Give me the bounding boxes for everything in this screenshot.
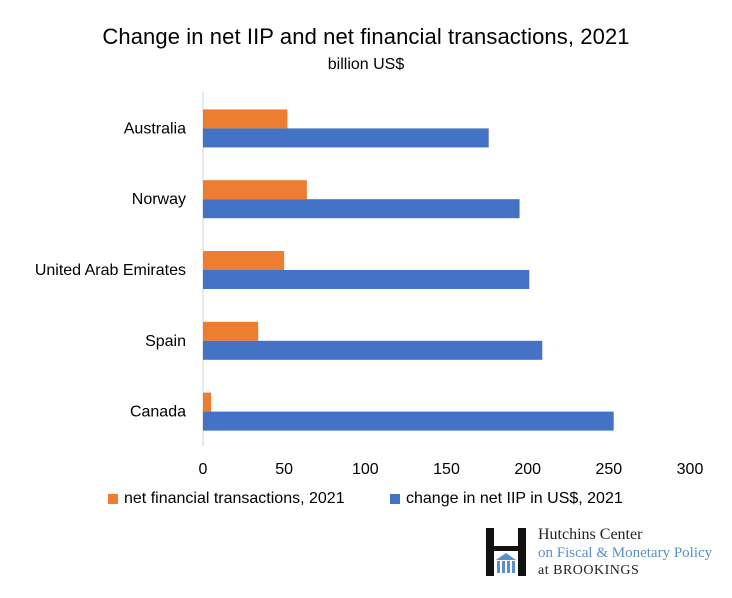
x-tick-label: 250: [595, 461, 622, 478]
bar-canada-series-0: [203, 392, 212, 412]
legend-label: net financial transactions, 2021: [124, 490, 345, 507]
x-tick-label: 100: [352, 461, 379, 478]
bar-united-arab-emirates-series-1: [203, 270, 530, 289]
x-tick-label: 150: [433, 461, 460, 478]
chart-subtitle: billion US$: [327, 56, 405, 73]
bar-norway-series-1: [203, 199, 520, 219]
legend: net financial transactions, 2021 change …: [108, 490, 708, 510]
legend-swatch-blue: [390, 494, 400, 504]
bar-spain-series-0: [203, 321, 259, 341]
bar-canada-series-1: [203, 411, 614, 431]
logo-line-hutchins: Hutchins Center: [538, 526, 643, 543]
x-tick-label: 300: [677, 461, 704, 478]
category-label: Canada: [130, 404, 186, 421]
legend-swatch-orange: [108, 494, 118, 504]
legend-item-net-financial-transactions: net financial transactions, 2021: [108, 490, 345, 508]
x-tick-label: 50: [275, 461, 293, 478]
bar-spain-series-1: [203, 340, 543, 360]
category-label: Norway: [132, 191, 186, 208]
bar-norway-series-0: [203, 180, 307, 200]
chart-title: Change in net IIP and net financial tran…: [102, 24, 630, 49]
hutchins-brookings-logo: Hutchins Center on Fiscal & Monetary Pol…: [484, 526, 724, 582]
bar-australia-series-1: [203, 128, 489, 148]
logo-line-fiscal-monetary: on Fiscal & Monetary Policy: [538, 545, 713, 561]
legend-item-change-in-net-iip: change in net IIP in US$, 2021: [390, 490, 623, 508]
logo-text: Hutchins Center on Fiscal & Monetary Pol…: [538, 526, 712, 580]
x-tick-label: 0: [199, 461, 208, 478]
legend-label: change in net IIP in US$, 2021: [406, 490, 623, 507]
logo-line-brookings: at BROOKINGS: [538, 563, 640, 578]
x-tick-label: 200: [514, 461, 541, 478]
category-label: Australia: [124, 120, 186, 137]
bar-australia-series-0: [203, 109, 288, 129]
brookings-h-icon: [486, 528, 526, 576]
bar-united-arab-emirates-series-0: [203, 251, 285, 270]
category-label: United Arab Emirates: [35, 262, 186, 279]
category-label: Spain: [145, 333, 186, 350]
